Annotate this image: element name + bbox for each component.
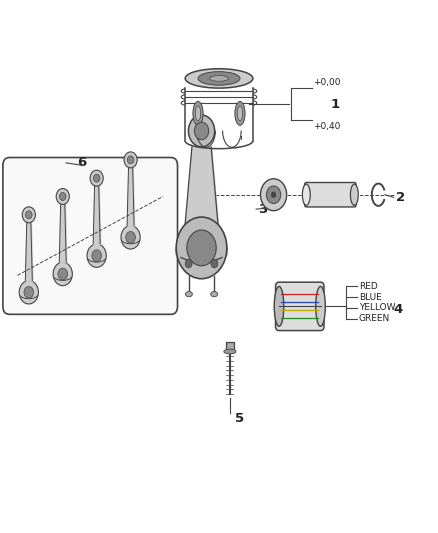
Ellipse shape <box>316 286 325 326</box>
Circle shape <box>185 260 192 268</box>
Ellipse shape <box>185 292 192 297</box>
Circle shape <box>87 244 106 268</box>
Circle shape <box>211 260 218 268</box>
Text: RED: RED <box>359 281 378 290</box>
Circle shape <box>25 211 32 219</box>
Text: BLUE: BLUE <box>359 293 381 302</box>
FancyBboxPatch shape <box>3 158 177 314</box>
Circle shape <box>92 250 102 262</box>
Circle shape <box>60 192 66 200</box>
Text: YELLOW: YELLOW <box>359 303 395 312</box>
Circle shape <box>56 189 69 205</box>
Text: 1: 1 <box>330 98 339 111</box>
Circle shape <box>124 152 137 168</box>
Text: +0,00: +0,00 <box>313 78 340 87</box>
Circle shape <box>53 262 72 286</box>
Circle shape <box>127 156 134 164</box>
FancyBboxPatch shape <box>276 282 324 330</box>
FancyBboxPatch shape <box>226 342 234 352</box>
Ellipse shape <box>237 106 243 121</box>
Text: 4: 4 <box>394 303 403 316</box>
Text: GREEN: GREEN <box>359 314 390 323</box>
Ellipse shape <box>193 101 203 125</box>
Ellipse shape <box>350 184 358 205</box>
FancyBboxPatch shape <box>304 182 356 207</box>
Text: 5: 5 <box>235 411 244 424</box>
Ellipse shape <box>185 69 253 88</box>
Circle shape <box>19 280 39 304</box>
Circle shape <box>93 174 100 182</box>
Circle shape <box>187 230 216 266</box>
Ellipse shape <box>261 179 287 211</box>
Circle shape <box>271 191 276 198</box>
Ellipse shape <box>211 292 218 297</box>
Circle shape <box>194 122 209 140</box>
Circle shape <box>121 225 140 249</box>
Text: 6: 6 <box>77 156 86 169</box>
Ellipse shape <box>266 186 281 204</box>
Circle shape <box>22 207 35 223</box>
Circle shape <box>58 268 67 280</box>
Ellipse shape <box>274 286 284 326</box>
Ellipse shape <box>224 349 236 354</box>
Ellipse shape <box>198 71 240 85</box>
Ellipse shape <box>235 101 245 125</box>
Circle shape <box>126 231 135 243</box>
Ellipse shape <box>209 76 229 82</box>
Circle shape <box>188 115 215 147</box>
Circle shape <box>24 286 34 298</box>
Circle shape <box>90 170 103 186</box>
Ellipse shape <box>195 106 201 121</box>
Text: 2: 2 <box>396 191 405 204</box>
Ellipse shape <box>302 184 310 205</box>
Circle shape <box>176 217 227 279</box>
Text: +0,40: +0,40 <box>313 122 340 131</box>
Text: 3: 3 <box>258 203 268 215</box>
